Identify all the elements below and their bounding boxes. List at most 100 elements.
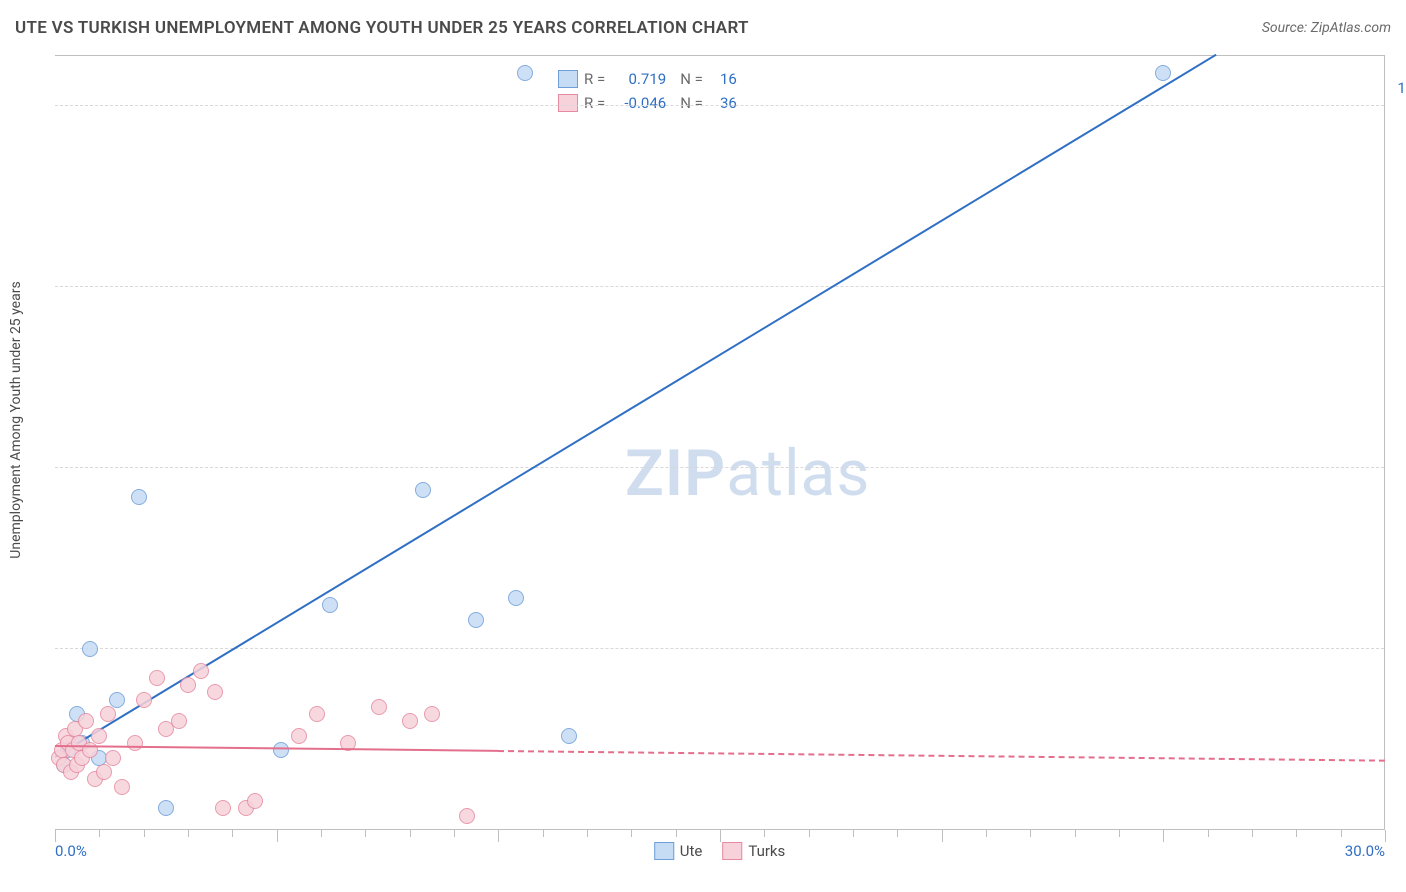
x-tick-label: 30.0% [1345,842,1385,860]
y-tick-label: 50.0% [1391,441,1406,459]
x-tick [410,830,411,837]
data-point [424,706,440,722]
legend-series-item: Ute [654,842,703,860]
data-point [114,779,130,795]
data-point [127,735,143,751]
data-point [402,713,418,729]
x-tick [897,830,898,837]
x-tick [144,830,145,837]
data-point [459,808,475,824]
x-tick [809,830,810,837]
data-point [158,800,174,816]
legend-correlation-row: R = 0.719 N = 16 [558,67,737,91]
x-tick [764,830,765,837]
zipatlas-watermark: ZIPatlas [625,436,870,511]
legend-n-label: N = [680,94,703,112]
x-tick [1163,830,1164,842]
x-tick [1030,830,1031,837]
x-tick [365,830,366,837]
x-tick [1341,830,1342,837]
x-tick [232,830,233,837]
x-tick [321,830,322,837]
legend-swatch [654,842,674,860]
x-tick [1252,830,1253,837]
x-tick [720,830,721,842]
gridline [55,467,1384,468]
gridline [55,105,1384,106]
correlation-legend: R = 0.719 N = 16 R = -0.046 N = 36 [550,63,745,119]
x-tick [853,830,854,837]
data-point [136,692,152,708]
x-tick [99,830,100,837]
data-point [91,728,107,744]
data-point [207,684,223,700]
data-point [247,793,263,809]
x-tick [676,830,677,837]
data-point [100,706,116,722]
x-tick [188,830,189,837]
legend-r-label: R = [584,94,605,112]
legend-n-value: 36 [709,94,737,112]
data-point [508,590,524,606]
x-tick [1296,830,1297,837]
data-point [193,663,209,679]
gridline [55,286,1384,287]
x-tick [1385,830,1386,842]
gridline [55,648,1384,649]
x-tick [1075,830,1076,837]
x-axis: 0.0%30.0% [55,829,1384,830]
legend-swatch [558,70,578,88]
data-point [415,482,431,498]
legend-r-value: -0.046 [611,94,666,112]
x-tick [454,830,455,837]
data-point [149,670,165,686]
data-point [561,728,577,744]
source-attribution: Source: ZipAtlas.com [1262,20,1391,36]
legend-series-label: Ute [680,842,703,860]
scatter-plot-area: ZIPatlas R = 0.719 N = 16 R = -0.046 N = 36 0.0… [55,55,1385,830]
x-tick [498,830,499,842]
x-tick [631,830,632,837]
legend-r-label: R = [584,70,605,88]
x-tick [1119,830,1120,837]
legend-n-label: N = [680,70,703,88]
data-point [131,489,147,505]
data-point [78,713,94,729]
legend-correlation-row: R = -0.046 N = 36 [558,91,737,115]
data-point [171,713,187,729]
data-point [180,677,196,693]
data-point [468,612,484,628]
legend-swatch [722,842,742,860]
trend-line [54,53,1217,757]
trend-line [498,750,1385,762]
data-point [322,597,338,613]
x-tick [942,830,943,842]
legend-series-item: Turks [722,842,785,860]
chart-header: UTE VS TURKISH UNEMPLOYMENT AMONG YOUTH … [15,18,1391,38]
data-point [1155,65,1171,81]
x-tick [587,830,588,837]
data-point [105,750,121,766]
y-tick-label: 75.0% [1391,260,1406,278]
y-tick-label: 25.0% [1391,622,1406,640]
x-tick [55,830,56,842]
x-tick [986,830,987,837]
data-point [215,800,231,816]
legend-r-value: 0.719 [611,70,666,88]
x-tick [1208,830,1209,837]
x-tick [277,830,278,842]
data-point [309,706,325,722]
legend-swatch [558,94,578,112]
data-point [96,764,112,780]
x-tick-label: 0.0% [55,842,87,860]
data-point [291,728,307,744]
chart-title: UTE VS TURKISH UNEMPLOYMENT AMONG YOUTH … [15,18,749,38]
legend-n-value: 16 [709,70,737,88]
data-point [109,692,125,708]
data-point [517,65,533,81]
data-point [273,742,289,758]
series-legend: Ute Turks [654,842,786,860]
data-point [371,699,387,715]
legend-series-label: Turks [748,842,785,860]
x-tick [543,830,544,837]
